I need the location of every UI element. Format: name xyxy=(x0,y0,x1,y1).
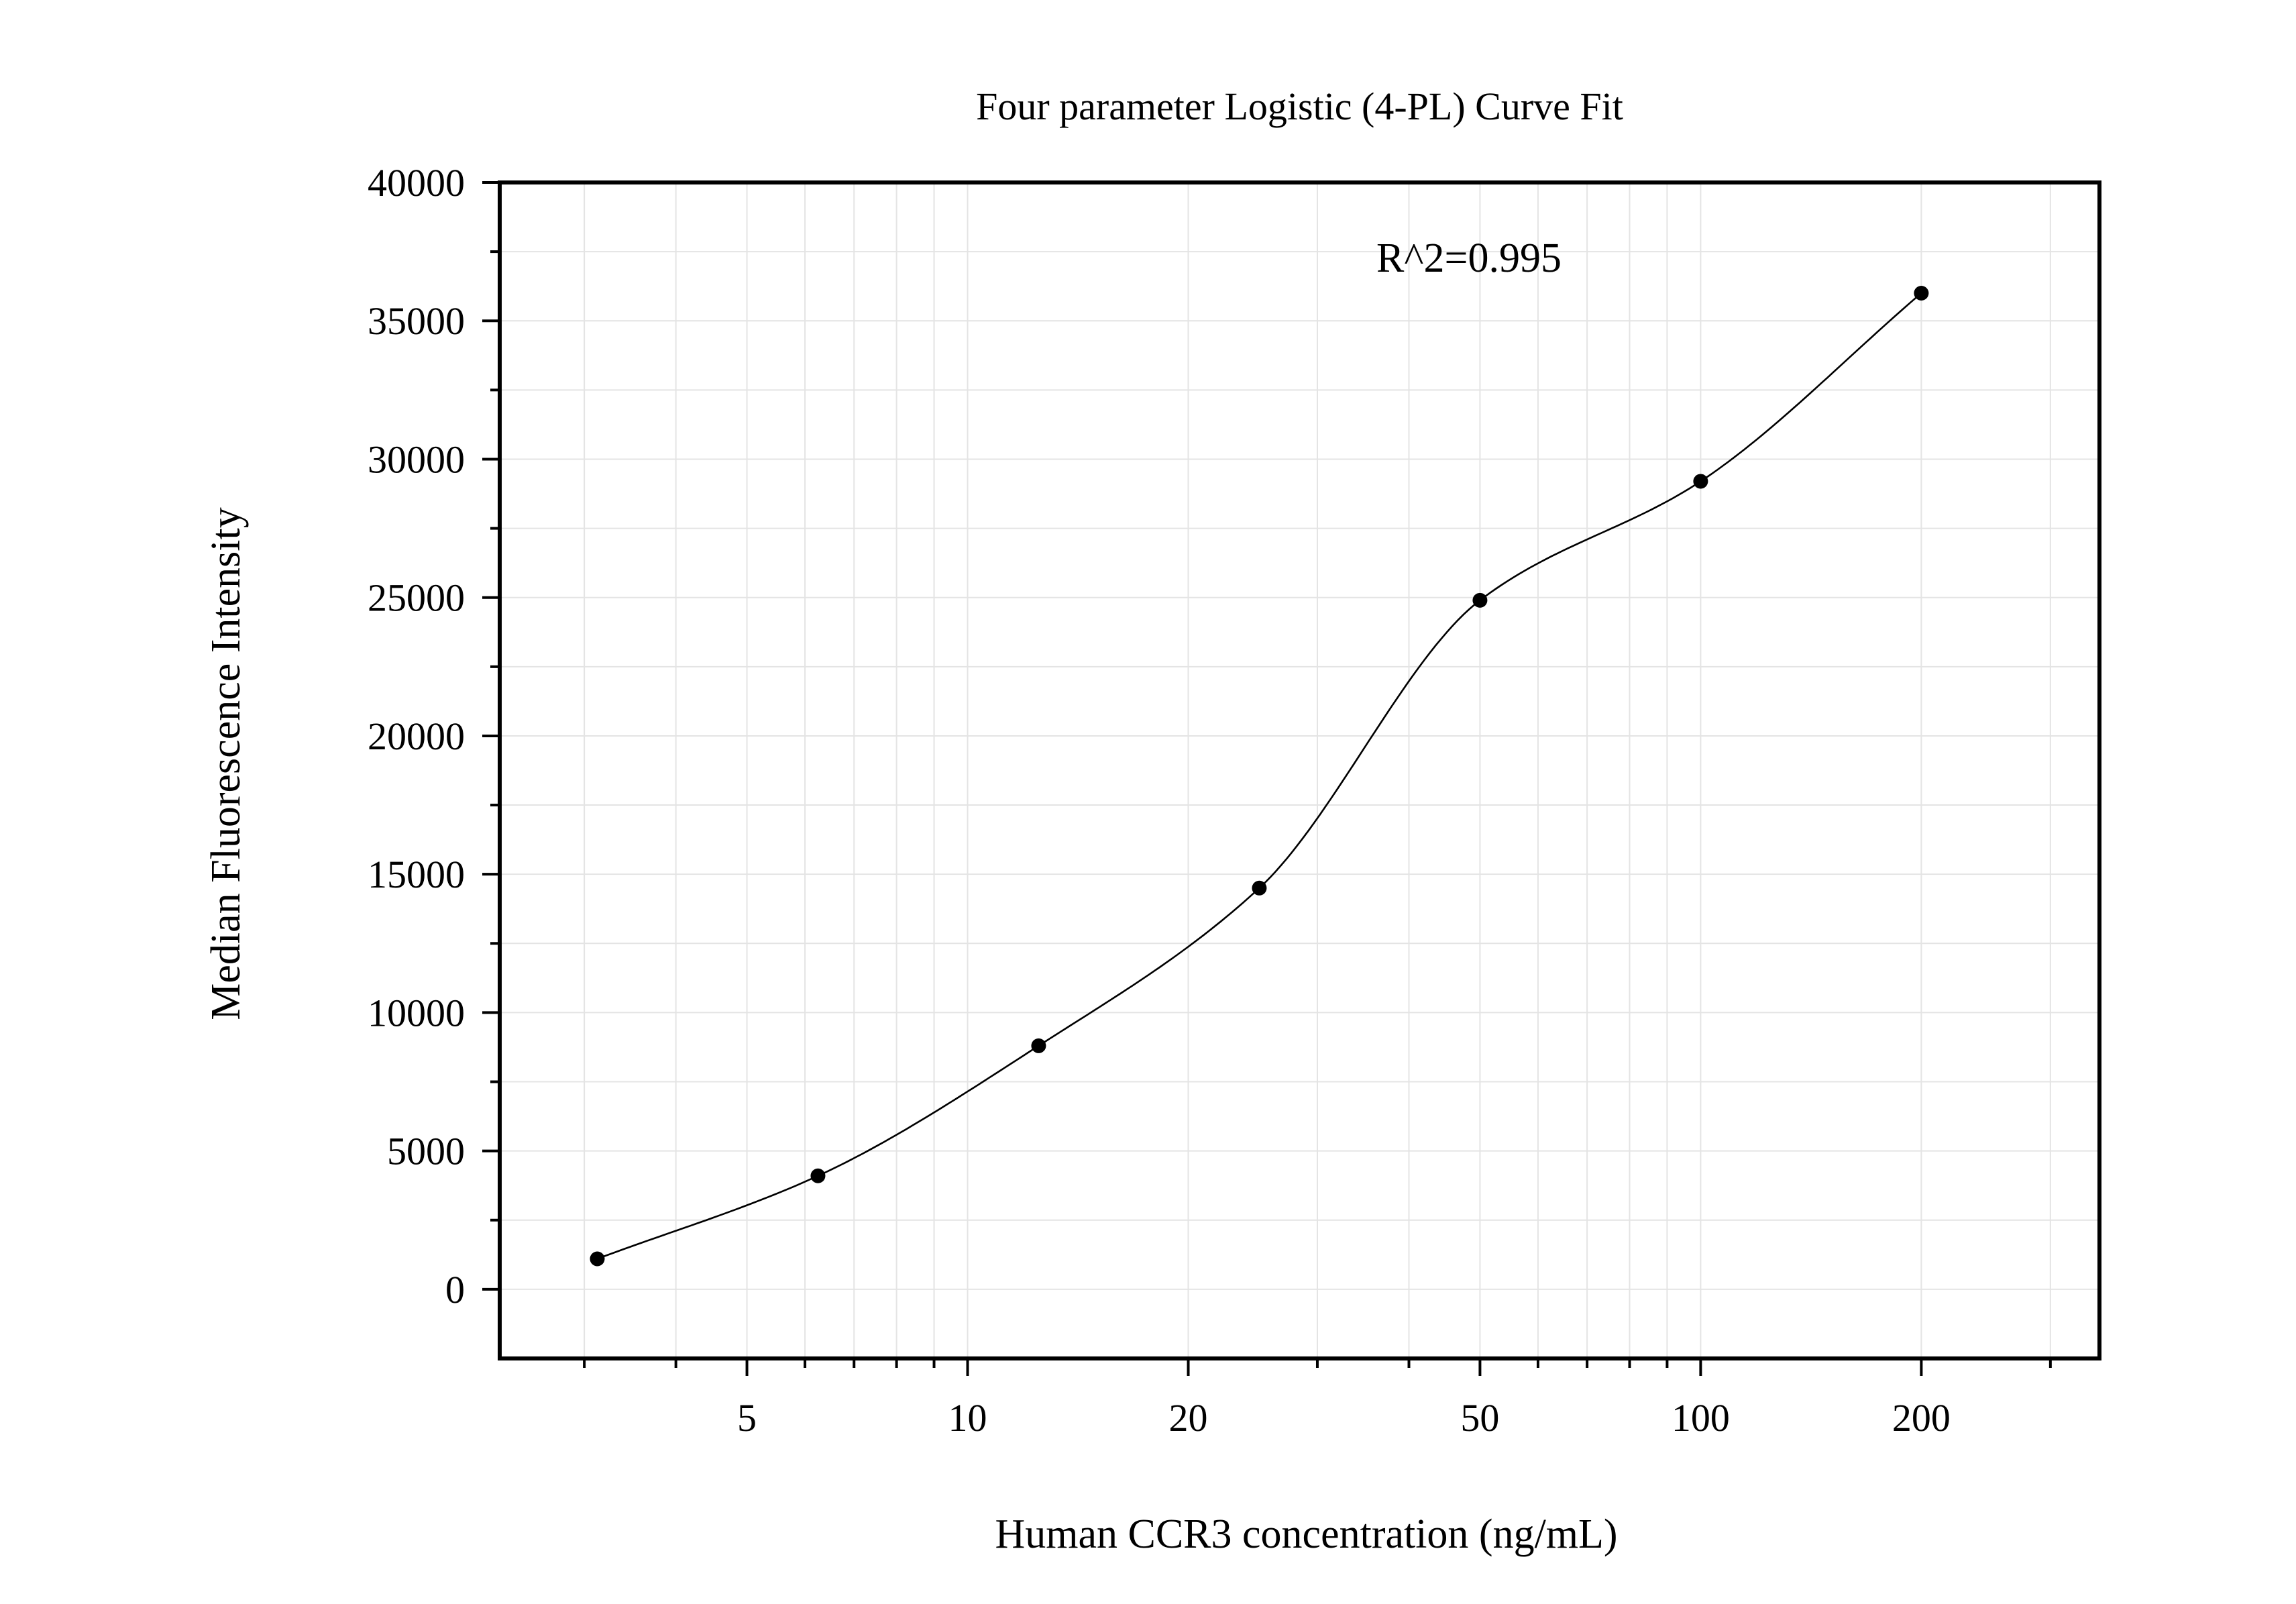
data-points xyxy=(590,285,1929,1267)
y-tick-label: 15000 xyxy=(368,853,465,896)
data-point xyxy=(590,1251,605,1267)
y-tick-label: 35000 xyxy=(368,299,465,343)
x-tick-label: 10 xyxy=(948,1396,987,1440)
x-tick-label: 5 xyxy=(737,1396,757,1440)
x-tick-label: 200 xyxy=(1892,1396,1951,1440)
x-tick-label: 100 xyxy=(1672,1396,1730,1440)
y-tick-label: 40000 xyxy=(368,161,465,205)
chart-title: Four parameter Logistic (4-PL) Curve Fit xyxy=(976,85,1623,128)
data-point xyxy=(1252,880,1267,896)
y-tick-label: 25000 xyxy=(368,576,465,620)
data-point xyxy=(1693,474,1708,489)
plot-frame xyxy=(498,180,2101,1360)
x-tick-label: 20 xyxy=(1169,1396,1208,1440)
axes: 0 5000 10000 15000 20000 25000 30000 35000 40000… xyxy=(368,161,2052,1440)
data-point xyxy=(1914,285,1929,301)
y-axis-label: Median Fluorescence Intensity xyxy=(203,507,249,1020)
y-tick-label: 20000 xyxy=(368,714,465,758)
grid xyxy=(500,182,2099,1358)
data-point xyxy=(1031,1038,1046,1053)
y-tick-label: 0 xyxy=(445,1268,465,1312)
y-tick-label: 30000 xyxy=(368,437,465,481)
data-point xyxy=(1472,592,1488,608)
r-squared-annotation: R^2=0.995 xyxy=(1376,235,1562,281)
data-point xyxy=(810,1168,826,1183)
y-tick-label: 10000 xyxy=(368,991,465,1034)
y-tick-label: 5000 xyxy=(387,1130,465,1173)
x-axis-label: Human CCR3 concentration (ng/mL) xyxy=(995,1511,1617,1557)
x-tick-label: 50 xyxy=(1460,1396,1499,1440)
fit-curve xyxy=(597,292,1922,1260)
